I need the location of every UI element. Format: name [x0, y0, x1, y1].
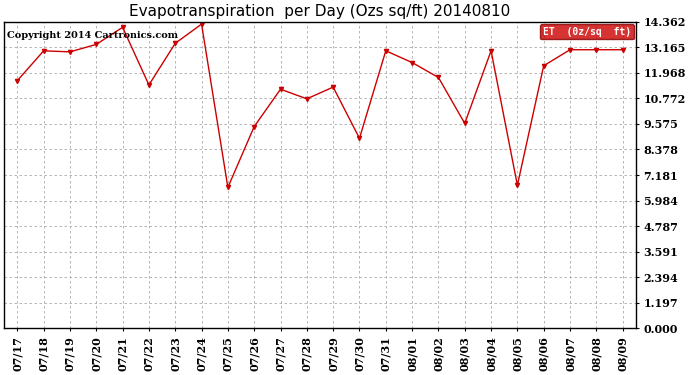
Text: Copyright 2014 Cartronics.com: Copyright 2014 Cartronics.com [8, 31, 179, 40]
Legend: ET  (0z/sq  ft): ET (0z/sq ft) [540, 24, 634, 39]
Title: Evapotranspiration  per Day (Ozs sq/ft) 20140810: Evapotranspiration per Day (Ozs sq/ft) 2… [129, 4, 511, 19]
